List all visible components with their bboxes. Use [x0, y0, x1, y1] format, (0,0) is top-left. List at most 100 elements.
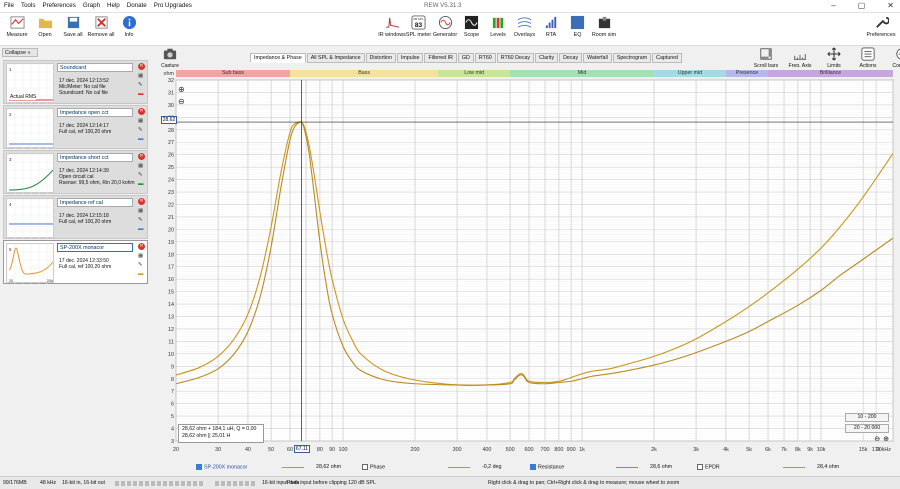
edit-notes-icon[interactable]: ✎ — [138, 127, 143, 133]
limits-button[interactable]: Limits — [818, 47, 850, 69]
measurement-name-field[interactable]: Impedance short cct — [57, 153, 133, 162]
freq-axis-button[interactable]: Freq. Axis — [784, 47, 816, 69]
save-measurement-icon[interactable]: ▦ — [138, 163, 144, 169]
ir-windows-button[interactable]: IR windows — [377, 15, 407, 38]
minimize-icon[interactable]: – — [831, 1, 836, 10]
overlays-button[interactable]: Overlays — [510, 15, 540, 38]
save-measurement-icon[interactable]: ▦ — [138, 208, 144, 214]
measurement-thumbnail[interactable]: 1 — [6, 63, 55, 104]
legend-phase[interactable]: Phase — [362, 464, 385, 470]
edit-notes-icon[interactable]: ✎ — [138, 172, 143, 178]
menu-help[interactable]: Help — [107, 2, 120, 9]
scroll-bars-button[interactable]: Scroll bars — [750, 47, 782, 69]
levels-button[interactable]: Levels — [483, 15, 513, 38]
legend-checkbox[interactable] — [530, 464, 536, 470]
remove-measurement-icon[interactable]: ✕ — [138, 108, 145, 115]
tab-rt60-decay[interactable]: RT60 Decay — [496, 53, 535, 63]
remove-measurement-icon[interactable]: ✕ — [138, 243, 145, 250]
spl-meter-button[interactable]: dB SPL 83 SPL meter — [404, 15, 434, 38]
save-all-button[interactable]: Save all — [58, 15, 88, 38]
measurement-item[interactable]: 5 20 20k SP-200X monacor 17 dec. 2024 12:33:… — [3, 240, 148, 284]
measurement-name-field[interactable]: Impedance open cct — [57, 108, 133, 117]
measurement-thumbnail[interactable]: 4 — [6, 198, 55, 239]
tab-waterfall[interactable]: Waterfall — [583, 53, 612, 63]
tab-distortion[interactable]: Distortion — [365, 53, 396, 63]
legend-checkbox[interactable] — [196, 464, 202, 470]
save-measurement-icon[interactable]: ▦ — [138, 73, 144, 79]
menu-file[interactable]: File — [4, 2, 14, 9]
menu-pro-upgrades[interactable]: Pro Upgrades — [153, 2, 192, 9]
info-button[interactable]: Info — [114, 15, 144, 38]
range-10-200-button[interactable]: 10 - 200 — [845, 413, 889, 422]
generator-button[interactable]: Generator — [430, 15, 460, 38]
thumbnail-axis-start: 20 — [9, 279, 13, 283]
controls-button[interactable]: Controls — [886, 47, 900, 69]
remove-measurement-icon[interactable]: ✕ — [138, 63, 145, 70]
save-measurement-icon[interactable]: ▦ — [138, 118, 144, 124]
range-20-20000-button[interactable]: 20 - 20 000 — [845, 424, 889, 433]
collapse-button[interactable]: Collapse « — [2, 48, 38, 57]
measurement-name-field[interactable]: SP-200X monacor — [57, 243, 133, 252]
tab-impulse[interactable]: Impulse — [396, 53, 424, 63]
tab-captured[interactable]: Captured — [652, 53, 682, 63]
edit-notes-icon[interactable]: ✎ — [138, 262, 143, 268]
edit-notes-icon[interactable]: ✎ — [138, 217, 143, 223]
measurement-thumbnail[interactable]: 3 — [6, 153, 55, 194]
legend-epdr[interactable]: EPDR — [697, 464, 720, 470]
preferences-button[interactable]: Preferences — [866, 15, 896, 38]
tab-gd[interactable]: GD — [457, 53, 474, 63]
menu-graph[interactable]: Graph — [82, 2, 101, 9]
measurement-item[interactable]: 1 Actual RMS Soundcard 17 dec. 2024 12:13:5… — [3, 60, 148, 104]
zoom-out-y-icon[interactable]: ⊖ — [178, 97, 185, 106]
legend-resistance[interactable]: Resistance — [530, 464, 564, 470]
graph-tabs: Impedance & Phase All SPL & Impedance Dist… — [250, 53, 683, 63]
legend-sp-200x-monacor[interactable]: SP-200X monacor — [196, 464, 247, 470]
menu-preferences[interactable]: Preferences — [42, 2, 76, 9]
remove-measurement-icon[interactable]: ✕ — [138, 198, 145, 205]
maximize-icon[interactable]: ▢ — [857, 1, 866, 10]
x-tick-label: 50 — [268, 447, 274, 452]
impedance-graph[interactable]: 3 4 5 6 7 8 9 10 11 12 13 14 15 16 17 18 19 20 21 22 23 24 25 2… — [160, 67, 900, 452]
tab-impedance-phase[interactable]: Impedance & Phase — [250, 53, 306, 63]
tab-decay[interactable]: Decay — [559, 53, 583, 63]
capture-button[interactable]: Capture — [160, 47, 180, 69]
plot-area[interactable] — [175, 79, 894, 442]
legend-checkbox[interactable] — [697, 464, 703, 470]
measurement-thumbnail[interactable]: 5 20 20k — [6, 243, 55, 284]
line-style-icon[interactable]: ▬ — [138, 136, 144, 142]
measurement-item[interactable]: 3 Impedance short cct 17 dec. 2024 12:14:3… — [3, 150, 148, 194]
remove-measurement-icon[interactable]: ✕ — [138, 153, 145, 160]
zoom-in-y-icon[interactable]: ⊕ — [178, 85, 185, 94]
zoom-in-icon[interactable]: ⊕ — [883, 436, 889, 443]
open-button[interactable]: Open — [30, 15, 60, 38]
menu-donate[interactable]: Donate — [126, 2, 147, 9]
line-style-icon[interactable]: ▬ — [138, 181, 144, 187]
eq-button[interactable]: EQ — [563, 15, 593, 38]
x-tick-label: 5k — [746, 447, 752, 452]
tab-all-spl-impedance[interactable]: All SPL & Impedance — [306, 53, 365, 63]
room-sim-button[interactable]: Room sim — [589, 15, 619, 38]
tab-spectrogram[interactable]: Spectrogram — [612, 53, 652, 63]
line-style-icon[interactable]: ▬ — [138, 91, 144, 97]
tab-clarity[interactable]: Clarity — [535, 53, 559, 63]
save-measurement-icon[interactable]: ▦ — [138, 253, 144, 259]
tab-filtered-ir[interactable]: Filtered IR — [424, 53, 457, 63]
remove-all-button[interactable]: Remove all — [86, 15, 116, 38]
measurement-name-field[interactable]: Soundcard — [57, 63, 133, 72]
measurement-thumbnail[interactable]: 2 — [6, 108, 55, 149]
measurement-name-field[interactable]: Impedance ref cal — [57, 198, 133, 207]
scope-button[interactable]: Scope — [457, 15, 487, 38]
legend-checkbox[interactable] — [362, 464, 368, 470]
tab-rt60[interactable]: RT60 — [474, 53, 496, 63]
actions-button[interactable]: Actions — [852, 47, 884, 69]
measurement-item[interactable]: 4 Impedance ref cal 17 dec. 2024 12:15:18 … — [3, 195, 148, 239]
menu-tools[interactable]: Tools — [20, 2, 36, 9]
edit-notes-icon[interactable]: ✎ — [138, 82, 143, 88]
rta-button[interactable]: RTA — [536, 15, 566, 38]
zoom-out-icon[interactable]: ⊖ — [874, 436, 881, 443]
line-style-icon[interactable]: ▬ — [138, 271, 144, 277]
line-style-icon[interactable]: ▬ — [138, 226, 144, 232]
close-icon[interactable]: ✕ — [887, 1, 894, 10]
measurement-item[interactable]: 2 Impedance open cct 17 dec. 2024 12:14:17… — [3, 105, 148, 149]
measure-button[interactable]: Measure — [2, 15, 32, 38]
